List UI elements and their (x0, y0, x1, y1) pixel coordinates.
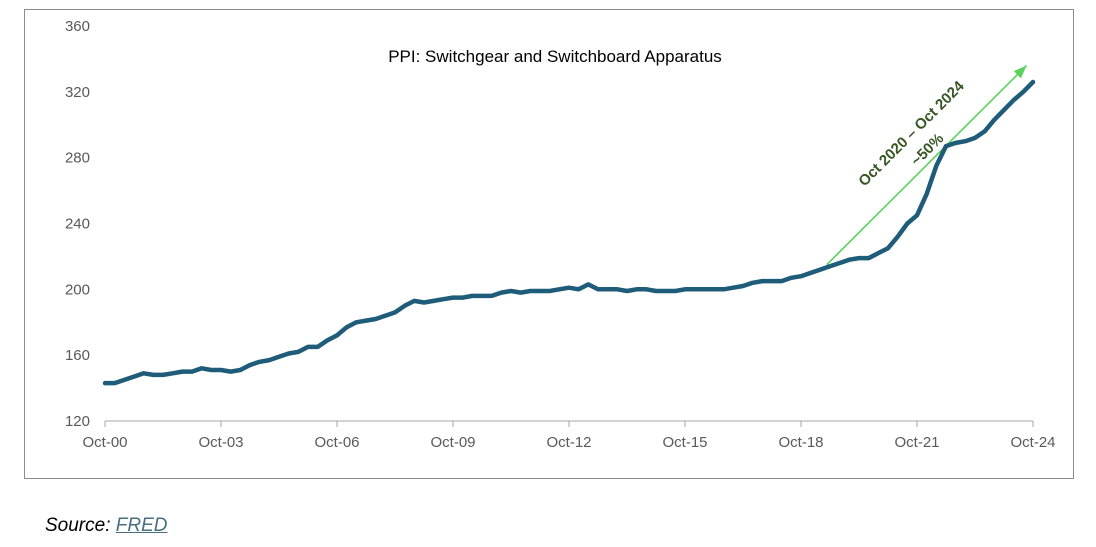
growth-annotation: Oct 2020 – Oct 2024~50% (826, 64, 1028, 266)
x-tick-label: Oct-09 (430, 434, 475, 451)
y-tick-label: 240 (65, 216, 90, 233)
source-prefix: Source: (45, 515, 116, 536)
ppi-series-line (102, 79, 1036, 386)
x-tick-label: Oct-12 (546, 434, 591, 451)
y-tick-label: 200 (65, 281, 90, 298)
x-tick-label: Oct-15 (662, 434, 707, 451)
annotation-period-label: Oct 2020 – Oct 2024 (855, 77, 968, 190)
y-tick-label: 160 (65, 347, 90, 364)
y-tick-label: 360 (65, 18, 90, 35)
y-tick-label: 120 (65, 413, 90, 430)
source-note: Source: FRED (45, 515, 168, 537)
x-tick-label: Oct-24 (1010, 434, 1055, 451)
x-axis: Oct-00 Oct-03 Oct-06 Oct-09 Oct-12 Oct-15 Oct-… (82, 420, 1056, 451)
x-tick-label: Oct-03 (198, 434, 243, 451)
x-tick-label: Oct-18 (778, 434, 823, 451)
ppi-line-chart: 120 160 200 240 280 320 360 Oct-00 Oct-03 Oct-06… (65, 18, 1056, 451)
y-tick-label: 320 (65, 84, 90, 101)
x-tick-label: Oct-06 (314, 434, 359, 451)
y-axis: 120 160 200 240 280 320 360 (65, 18, 90, 430)
growth-arrow-line (826, 64, 1028, 266)
y-tick-label: 280 (65, 150, 90, 167)
x-tick-label: Oct-21 (894, 434, 939, 451)
series-group (102, 79, 1036, 386)
x-tick-label: Oct-00 (82, 434, 127, 451)
chart-title: PPI: Switchgear and Switchboard Apparatu… (388, 47, 722, 66)
growth-arrowhead (1013, 65, 1027, 79)
fred-link[interactable]: FRED (115, 515, 168, 536)
chart-frame: 120 160 200 240 280 320 360 Oct-00 Oct-03 Oct-06… (24, 9, 1074, 479)
